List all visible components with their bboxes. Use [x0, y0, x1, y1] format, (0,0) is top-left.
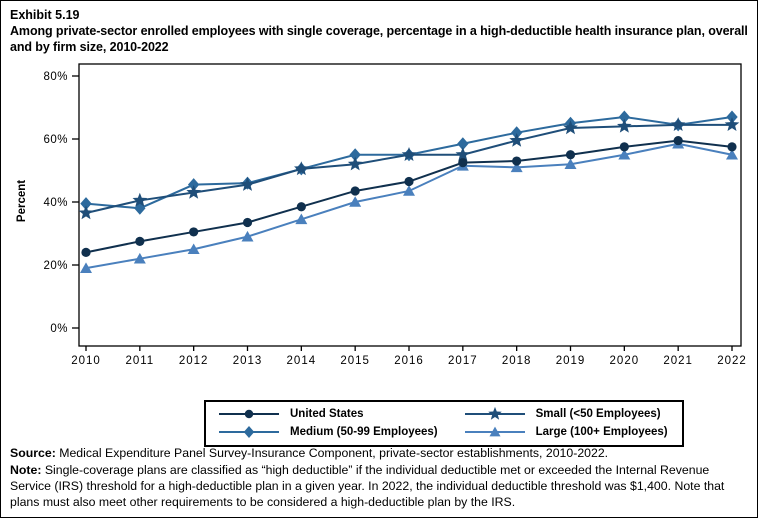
- triangle-marker-icon: [187, 243, 200, 255]
- circle-marker-icon: [673, 135, 683, 146]
- star-marker-icon: [240, 176, 255, 191]
- legend-item-medium: Medium (50-99 Employees): [218, 424, 438, 440]
- exhibit-number: Exhibit 5.19: [10, 8, 80, 22]
- legend-item-small: Small (<50 Employees): [464, 406, 668, 422]
- diamond-marker-icon: [349, 148, 361, 162]
- x-tick-label: 2022: [717, 355, 747, 367]
- triangle-marker-icon: [349, 196, 362, 207]
- circle-marker-icon: [296, 202, 306, 212]
- diamond-marker-icon: [618, 110, 631, 124]
- x-tick-label: 2012: [179, 355, 209, 367]
- title-block: Exhibit 5.19 Among private-sector enroll…: [10, 8, 752, 55]
- diamond-marker-icon: [457, 137, 469, 151]
- x-tick-label: 2013: [233, 355, 263, 367]
- triangle-marker-icon: [403, 185, 415, 196]
- line-chart-plot: 0% 20% 40% 60% 80% 2010 2011 2012 2013 2014 2015 20…: [43, 63, 747, 367]
- star-marker-icon: [487, 406, 502, 420]
- circle-marker-icon: [244, 409, 254, 419]
- star-marker-icon: [464, 406, 525, 420]
- circle-marker-icon: [189, 227, 199, 237]
- chart-legend: United States Medium (50-99 Employees) S…: [204, 400, 684, 447]
- triangle-marker-icon: [295, 213, 308, 225]
- x-tick-label: 2011: [125, 355, 154, 367]
- footnotes: Source: Medical Expenditure Panel Survey…: [10, 445, 752, 510]
- circle-marker-icon: [727, 142, 737, 152]
- legend-item-united-states: United States: [218, 406, 438, 422]
- diamond-marker-icon: [187, 178, 200, 192]
- circle-marker-icon: [350, 186, 360, 196]
- diamond-marker-icon: [510, 126, 523, 140]
- series-triangle: [80, 137, 738, 273]
- y-tick-label: 20%: [43, 260, 68, 272]
- x-tick-label: 2010: [71, 355, 101, 367]
- plot-frame: [78, 63, 742, 347]
- series-circle: [81, 135, 737, 257]
- y-tick-label: 0%: [50, 323, 68, 335]
- circle-marker-icon: [458, 158, 468, 168]
- definition-note: Note: Single-coverage plans are classifi…: [10, 462, 752, 510]
- star-marker-icon: [186, 184, 201, 199]
- circle-marker-icon: [404, 176, 414, 187]
- series-star: [78, 117, 740, 220]
- star-marker-icon: [509, 132, 524, 147]
- circle-marker-icon: [565, 150, 576, 160]
- star-marker-icon: [455, 147, 471, 161]
- y-tick-label: 60%: [43, 134, 68, 146]
- source-note: Source: Medical Expenditure Panel Survey…: [10, 445, 752, 461]
- triangle-marker-icon: [510, 161, 523, 173]
- triangle-marker-icon: [618, 148, 631, 160]
- diamond-marker-icon: [134, 201, 146, 215]
- star-marker-icon: [724, 117, 740, 132]
- series-line: [85, 123, 732, 214]
- star-marker-icon: [294, 161, 309, 176]
- source-label: Source:: [10, 446, 56, 460]
- legend-item-large: Large (100+ Employees): [464, 424, 668, 440]
- note-text: Single-coverage plans are classified as …: [10, 463, 725, 509]
- star-marker-icon: [78, 205, 94, 220]
- triangle-marker-icon: [726, 148, 738, 160]
- circle-marker-icon: [81, 247, 91, 257]
- star-marker-icon: [670, 117, 686, 132]
- circle-marker-icon: [619, 142, 629, 152]
- series-line: [85, 142, 733, 270]
- x-tick-label: 2021: [663, 355, 693, 367]
- source-text: Medical Expenditure Panel Survey-Insuran…: [55, 446, 609, 460]
- circle-marker-icon: [242, 217, 253, 228]
- triangle-marker-icon: [80, 262, 92, 273]
- legend-label: Large (100+ Employees): [535, 426, 668, 438]
- x-tick-label: 2018: [502, 355, 532, 367]
- x-tick-label: 2019: [556, 355, 586, 367]
- triangle-marker-icon: [241, 230, 254, 242]
- triangle-marker-icon: [564, 158, 577, 169]
- y-tick-label: 80%: [43, 71, 68, 83]
- legend-label: Medium (50-99 Employees): [290, 426, 438, 438]
- diamond-marker-icon: [80, 197, 92, 211]
- circle-marker-icon: [512, 156, 522, 166]
- exhibit-title: Among private-sector enrolled employees …: [10, 24, 748, 54]
- x-tick-label: 2016: [394, 355, 424, 367]
- legend-label: Small (<50 Employees): [535, 408, 661, 420]
- legend-label: United States: [290, 408, 364, 420]
- triangle-marker-icon: [464, 426, 525, 437]
- triangle-marker-icon: [133, 252, 146, 264]
- y-tick-label: 40%: [43, 197, 68, 209]
- star-marker-icon: [617, 118, 632, 133]
- diamond-marker-icon: [243, 426, 255, 438]
- note-label: Note:: [10, 463, 42, 477]
- star-marker-icon: [563, 120, 578, 135]
- circle-marker-icon: [135, 236, 145, 246]
- star-marker-icon: [132, 192, 148, 207]
- star-marker-icon: [347, 156, 363, 171]
- x-tick-label: 2014: [287, 355, 317, 367]
- x-tick-label: 2017: [448, 355, 478, 367]
- star-marker-icon: [401, 147, 417, 161]
- triangle-marker-icon: [489, 426, 501, 437]
- circle-marker-icon: [219, 409, 279, 419]
- diamond-marker-icon: [219, 426, 279, 438]
- x-tick-label: 2020: [610, 355, 640, 367]
- x-tick-label: 2015: [340, 355, 370, 367]
- diamond-marker-icon: [726, 110, 738, 124]
